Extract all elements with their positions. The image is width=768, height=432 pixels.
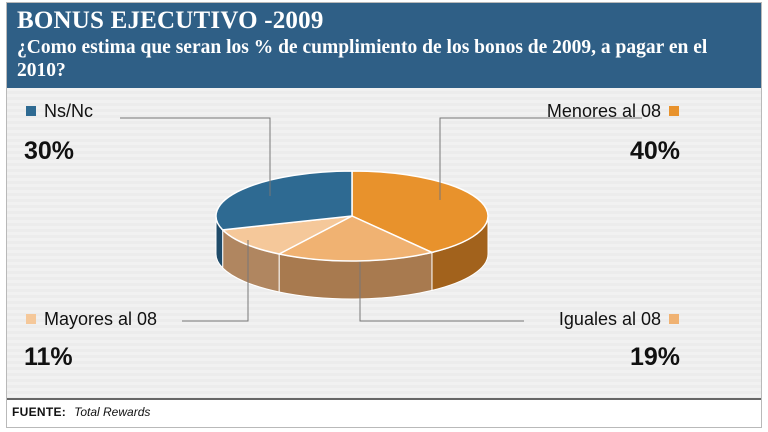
source-value: Total Rewards — [74, 405, 151, 419]
value-label-iguales: 19% — [629, 343, 680, 371]
swatch-iguales — [669, 314, 679, 325]
pie-slice-menores-al-08 — [351, 170, 489, 254]
swatch-menores — [669, 106, 679, 117]
pie-slice-ns-nc — [215, 170, 353, 231]
source-footer: FUENTE: Total Rewards — [12, 405, 150, 419]
legend-label-ns-nc: Ns/Nc — [26, 101, 93, 121]
legend-label-menores: Menores al 08 — [547, 101, 679, 121]
chart-subtitle: ¿Como estima que seran los % de cumplimi… — [17, 37, 708, 81]
leader-line-ns-nc — [120, 117, 271, 196]
value-label-menores: 40% — [629, 137, 680, 165]
pie-tops — [215, 170, 489, 262]
legend-label-iguales: Iguales al 08 — [559, 309, 679, 329]
pie-leaders — [120, 117, 642, 322]
swatch-mayores — [26, 314, 36, 325]
label-text-mayores: Mayores al 08 — [44, 309, 158, 329]
label-text-iguales: Iguales al 08 — [558, 309, 661, 329]
leader-line-iguales-al-08 — [359, 262, 524, 322]
leader-line-mayores-al-08 — [182, 240, 249, 322]
chart-title: BONUS EJECUTIVO -2009 — [17, 7, 324, 34]
leader-line-menores-al-08 — [439, 117, 642, 200]
value-label-ns-nc: 30% — [24, 137, 75, 165]
chart-header: BONUS EJECUTIVO -2009 ¿Como estima que s… — [7, 3, 761, 88]
swatch-ns-nc — [26, 106, 36, 117]
legend-label-mayores: Mayores al 08 — [26, 309, 157, 329]
label-text-menores: Menores al 08 — [546, 101, 661, 121]
footer-rule — [7, 398, 761, 400]
pie-slice-iguales-al-08 — [276, 215, 435, 262]
source-label: FUENTE: — [12, 405, 67, 419]
label-text-ns-nc: Ns/Nc — [44, 101, 93, 121]
pie-slice-mayores-al-08 — [221, 215, 353, 255]
value-label-mayores: 11% — [24, 343, 73, 371]
